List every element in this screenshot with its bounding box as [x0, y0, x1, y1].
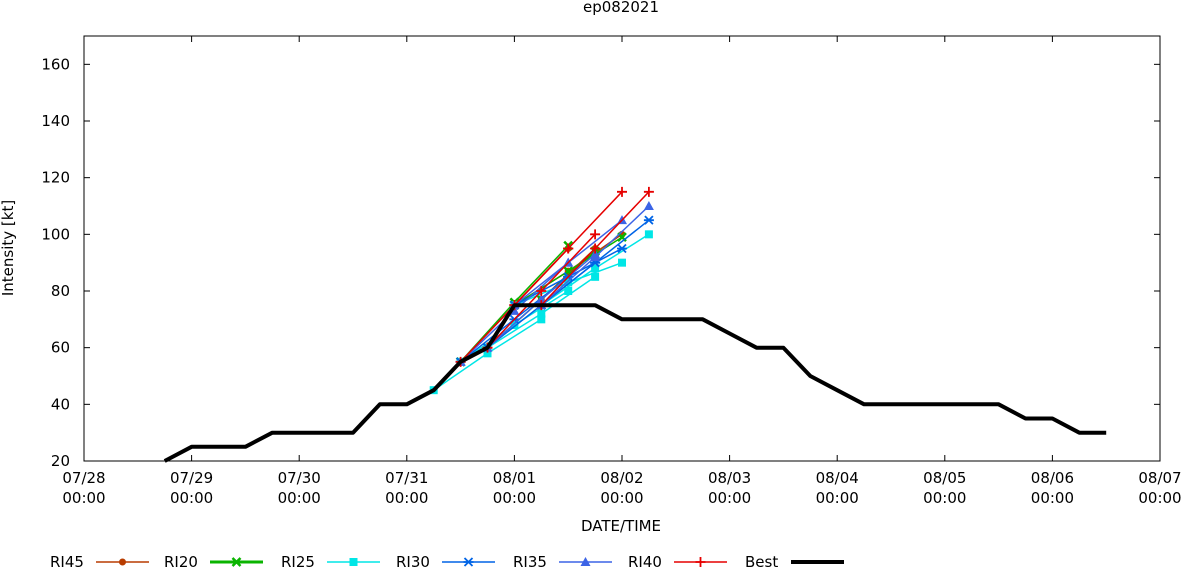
x-tick-label-date: 08/04	[816, 469, 859, 487]
forecast-point	[510, 321, 519, 329]
forecast-point	[591, 272, 600, 281]
chart-title: ep082021	[583, 0, 659, 16]
legend-item-ri35: RI35	[513, 553, 612, 567]
x-tick-label-time: 00:00	[170, 489, 213, 507]
forecast-point	[590, 229, 601, 240]
best-track-line	[163, 303, 1107, 463]
y-tick-label: 60	[51, 339, 70, 357]
plot-frame	[83, 35, 1161, 462]
legend-item-ri40: RI40	[628, 553, 727, 567]
forecast-point	[564, 278, 573, 287]
forecast-point	[590, 252, 601, 261]
forecast-point	[643, 186, 654, 197]
axes: 20 40 60 80 100 120 140 160 07/28 00:00 07/29 00:00…	[41, 36, 1182, 507]
forecast-point	[591, 264, 600, 273]
forecast-point	[643, 201, 654, 210]
x-tick-label-time: 00:00	[385, 489, 428, 507]
legend-item-ri45: RI45	[50, 553, 149, 567]
x-tick-label-time: 00:00	[1138, 489, 1181, 507]
x-tick-label-date: 07/28	[62, 469, 105, 487]
y-tick-label: 100	[41, 225, 70, 243]
y-tick-label: 20	[51, 452, 70, 470]
x-tick-label-date: 08/05	[923, 469, 966, 487]
legend-label: RI45	[50, 553, 84, 567]
legend-marker	[463, 557, 474, 567]
x-tick-label-date: 07/31	[385, 469, 428, 487]
y-tick-label: 160	[41, 55, 70, 73]
legend-label: RI25	[281, 553, 315, 567]
y-tick-label: 40	[51, 395, 70, 413]
forecast-point	[644, 230, 653, 239]
legend-label: RI30	[396, 553, 430, 567]
forecast-point	[536, 294, 547, 304]
forecast-point	[564, 287, 573, 295]
forecast-point	[537, 309, 546, 318]
y-axis-label: Intensity [kt]	[0, 200, 17, 296]
best-track-series	[163, 303, 1107, 463]
x-tick-label-date: 08/02	[600, 469, 643, 487]
legend-label: RI20	[164, 553, 198, 567]
forecast-point	[618, 258, 626, 267]
x-tick-label-time: 00:00	[493, 489, 536, 507]
x-tick-label-time: 00:00	[62, 489, 105, 507]
legend-marker	[231, 557, 242, 567]
x-tick-label-date: 08/07	[1138, 469, 1181, 487]
legend-item-ri25: RI25	[281, 553, 380, 567]
y-tick-label: 80	[51, 282, 70, 300]
forecast-point	[483, 349, 492, 358]
legend-marker	[119, 558, 126, 566]
x-tick-label-date: 07/30	[278, 469, 321, 487]
legend-item-ri20: RI20	[164, 553, 263, 567]
forecast-ri40-20	[482, 229, 601, 353]
x-tick-label-date: 08/06	[1031, 469, 1074, 487]
x-tick-label-time: 00:00	[816, 489, 859, 507]
legend-marker	[349, 558, 358, 566]
legend-marker	[580, 557, 591, 566]
forecast-point	[590, 243, 601, 254]
x-tick-label-time: 00:00	[1031, 489, 1074, 507]
legend-item-best: Best	[745, 553, 844, 567]
x-axis-label: DATE/TIME	[581, 517, 661, 535]
legend: RI45 RI20 RI25 RI30 RI35 RI40 Best	[50, 553, 844, 567]
forecast-point	[617, 186, 627, 197]
legend-label: RI40	[628, 553, 662, 567]
x-tick-label-date: 08/03	[708, 469, 751, 487]
x-tick-label-date: 08/01	[493, 469, 536, 487]
legend-marker	[695, 557, 706, 567]
forecast-point	[563, 243, 574, 254]
legend-item-ri30: RI30	[396, 553, 495, 567]
x-tick-label-time: 00:00	[708, 489, 751, 507]
forecast-ri25-6	[429, 315, 546, 395]
forecast-ri40-22	[536, 186, 654, 311]
x-tick-label-date: 07/29	[170, 469, 213, 487]
forecast-ri35-15	[455, 257, 574, 366]
forecast-point	[536, 286, 547, 296]
legend-label: RI35	[513, 553, 547, 567]
y-tick-label: 120	[41, 169, 70, 187]
forecast-series	[429, 186, 654, 395]
x-tick-label-time: 00:00	[923, 489, 966, 507]
forecast-point	[617, 243, 627, 254]
forecast-point	[643, 215, 654, 225]
legend-label: Best	[745, 553, 778, 567]
forecast-point	[537, 315, 546, 324]
y-tick-label: 140	[41, 112, 70, 130]
x-tick-label-time: 00:00	[600, 489, 643, 507]
x-tick-label-time: 00:00	[278, 489, 321, 507]
